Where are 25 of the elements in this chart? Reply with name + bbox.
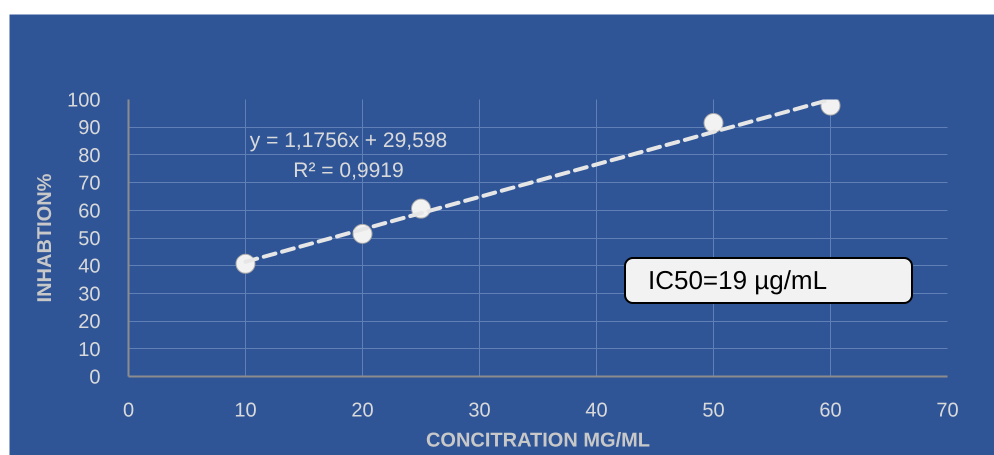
x-tick-label: 60: [819, 400, 842, 422]
y-tick-label: 20: [78, 311, 101, 334]
point: [704, 113, 724, 134]
note-box: IC50=19 µg/mL: [624, 257, 913, 304]
y-tick-label: 10: [78, 338, 101, 361]
x-tick-label: 10: [234, 400, 257, 422]
y-tick-label: 70: [78, 172, 101, 195]
y-tick-label: 30: [78, 283, 101, 306]
x-tick-label: 20: [351, 400, 374, 422]
y-tick-label: 100: [67, 90, 101, 112]
x-tick-label: 70: [936, 400, 959, 422]
y-axis-title: INHABTION%: [34, 173, 56, 302]
y-tick-label: 0: [89, 366, 100, 388]
annotation: y = 1,1756x + 29,598: [250, 128, 448, 152]
y-tick-label: 50: [78, 228, 101, 250]
y-tick-label: 90: [78, 117, 101, 140]
x-tick-label: 30: [468, 400, 491, 422]
x-tick-label: 0: [122, 400, 134, 422]
annotation: R² = 0,9919: [293, 158, 404, 182]
y-tick-label: 40: [78, 256, 101, 278]
x-axis-title: CONCITRATION MG/ML: [426, 430, 650, 452]
x-tick-label: 50: [702, 400, 725, 422]
x-tick-label: 40: [585, 400, 608, 422]
y-tick-label: 80: [78, 144, 101, 167]
y-tick-label: 60: [78, 200, 101, 222]
